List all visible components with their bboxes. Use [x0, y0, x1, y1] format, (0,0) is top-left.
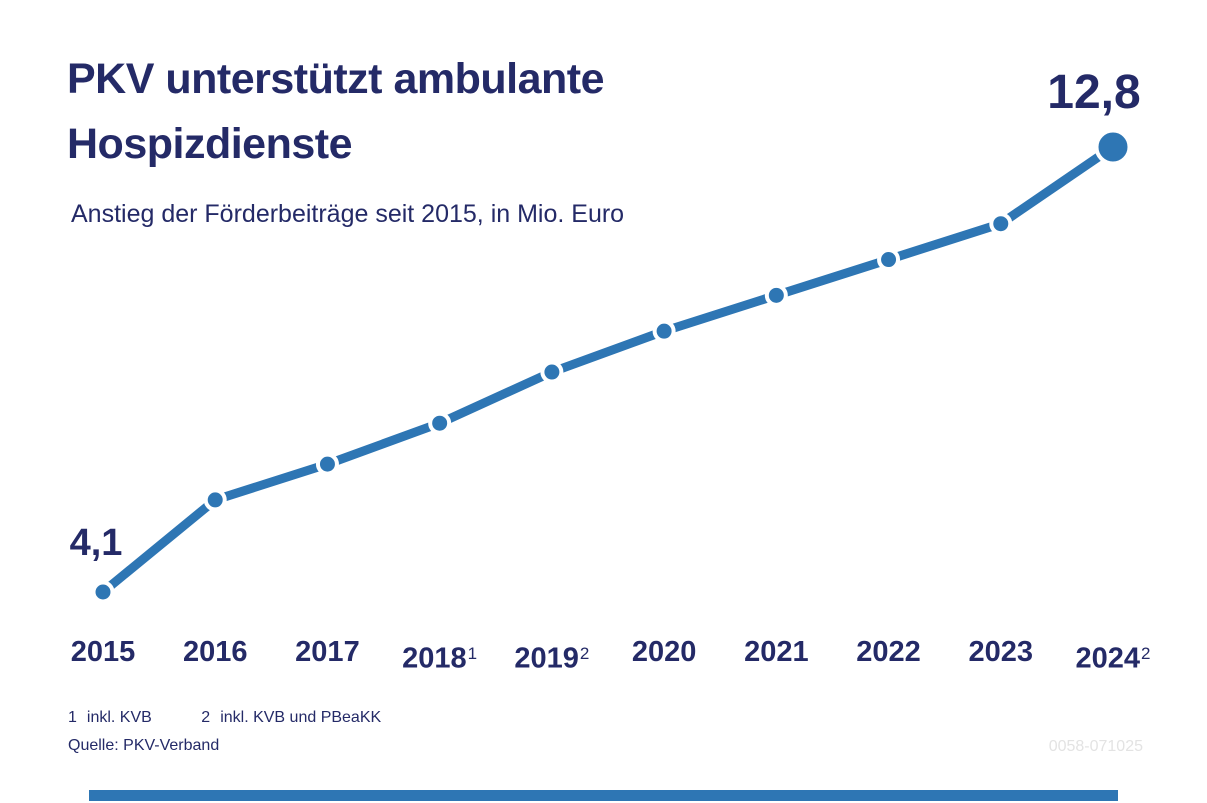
data-point-2020 [652, 319, 676, 343]
footnote-marker-icon: 2 [579, 644, 590, 663]
x-axis-label-2023: 2023 [969, 632, 1034, 672]
page-title: PKV unterstützt ambulante Hospizdienste [67, 47, 605, 177]
x-axis-label-2015: 2015 [71, 632, 136, 672]
data-point-2016 [203, 488, 227, 512]
footnote-2: 2 inkl. KVB und PBeaKK [201, 709, 381, 726]
line-series [100, 143, 1116, 596]
year-text: 2024 [1075, 642, 1141, 675]
chart-subtitle: Anstieg der Förderbeiträge seit 2015, in… [71, 200, 625, 228]
data-point-2019 [540, 360, 564, 384]
year-text: 2019 [514, 642, 579, 675]
footer-accent-bar [89, 790, 1118, 801]
data-point-2023 [989, 212, 1013, 236]
year-text: 2016 [182, 636, 248, 668]
data-point-2022 [877, 248, 901, 272]
last-value-label: 12,8 [1047, 66, 1141, 119]
footnote-marker-icon: 2 [1141, 644, 1151, 663]
year-text: 2021 [744, 636, 809, 668]
footnote-marker-icon: 1 [467, 644, 478, 663]
year-text: 2017 [295, 636, 360, 668]
document-code: 0058-071025 [1048, 738, 1143, 755]
x-axis-label-2020: 2020 [632, 632, 697, 672]
source-label: Quelle: PKV-Verband [68, 737, 220, 754]
footnote-2-marker: 2 [201, 709, 211, 726]
footnote-2-text: inkl. KVB und PBeaKK [220, 709, 382, 726]
title-line-2: Hospizdienste [67, 120, 353, 168]
x-axis-label-2022: 2022 [856, 632, 921, 672]
data-point-2017 [315, 452, 339, 476]
x-axis-label-2018: 20181 [402, 632, 477, 679]
footnotes: 1 inkl. KVB 2 inkl. KVB und PBeaKK [68, 707, 426, 729]
year-text: 2018 [402, 642, 467, 675]
year-text: 2015 [70, 636, 136, 668]
footnote-1-marker: 1 [68, 709, 77, 726]
footnote-1-text: inkl. KVB [86, 709, 152, 726]
x-axis-label-2017: 2017 [295, 632, 360, 672]
first-value-label: 4,1 [69, 522, 123, 564]
data-point-2024 [1094, 128, 1132, 166]
year-text: 2023 [968, 636, 1034, 668]
year-text: 2022 [856, 636, 921, 668]
year-text: 2020 [631, 636, 697, 668]
x-axis-label-2021: 2021 [744, 632, 809, 672]
title-line-1: PKV unterstützt ambulante [67, 55, 605, 103]
data-point-2021 [764, 283, 788, 307]
x-axis-label-2019: 20192 [514, 632, 589, 679]
x-axis-label-2024: 20242 [1076, 632, 1151, 679]
data-point-2015 [91, 580, 115, 604]
x-axis-label-2016: 2016 [183, 632, 248, 672]
data-point-2018 [428, 411, 452, 435]
footnote-1: 1 inkl. KVB [68, 709, 152, 726]
